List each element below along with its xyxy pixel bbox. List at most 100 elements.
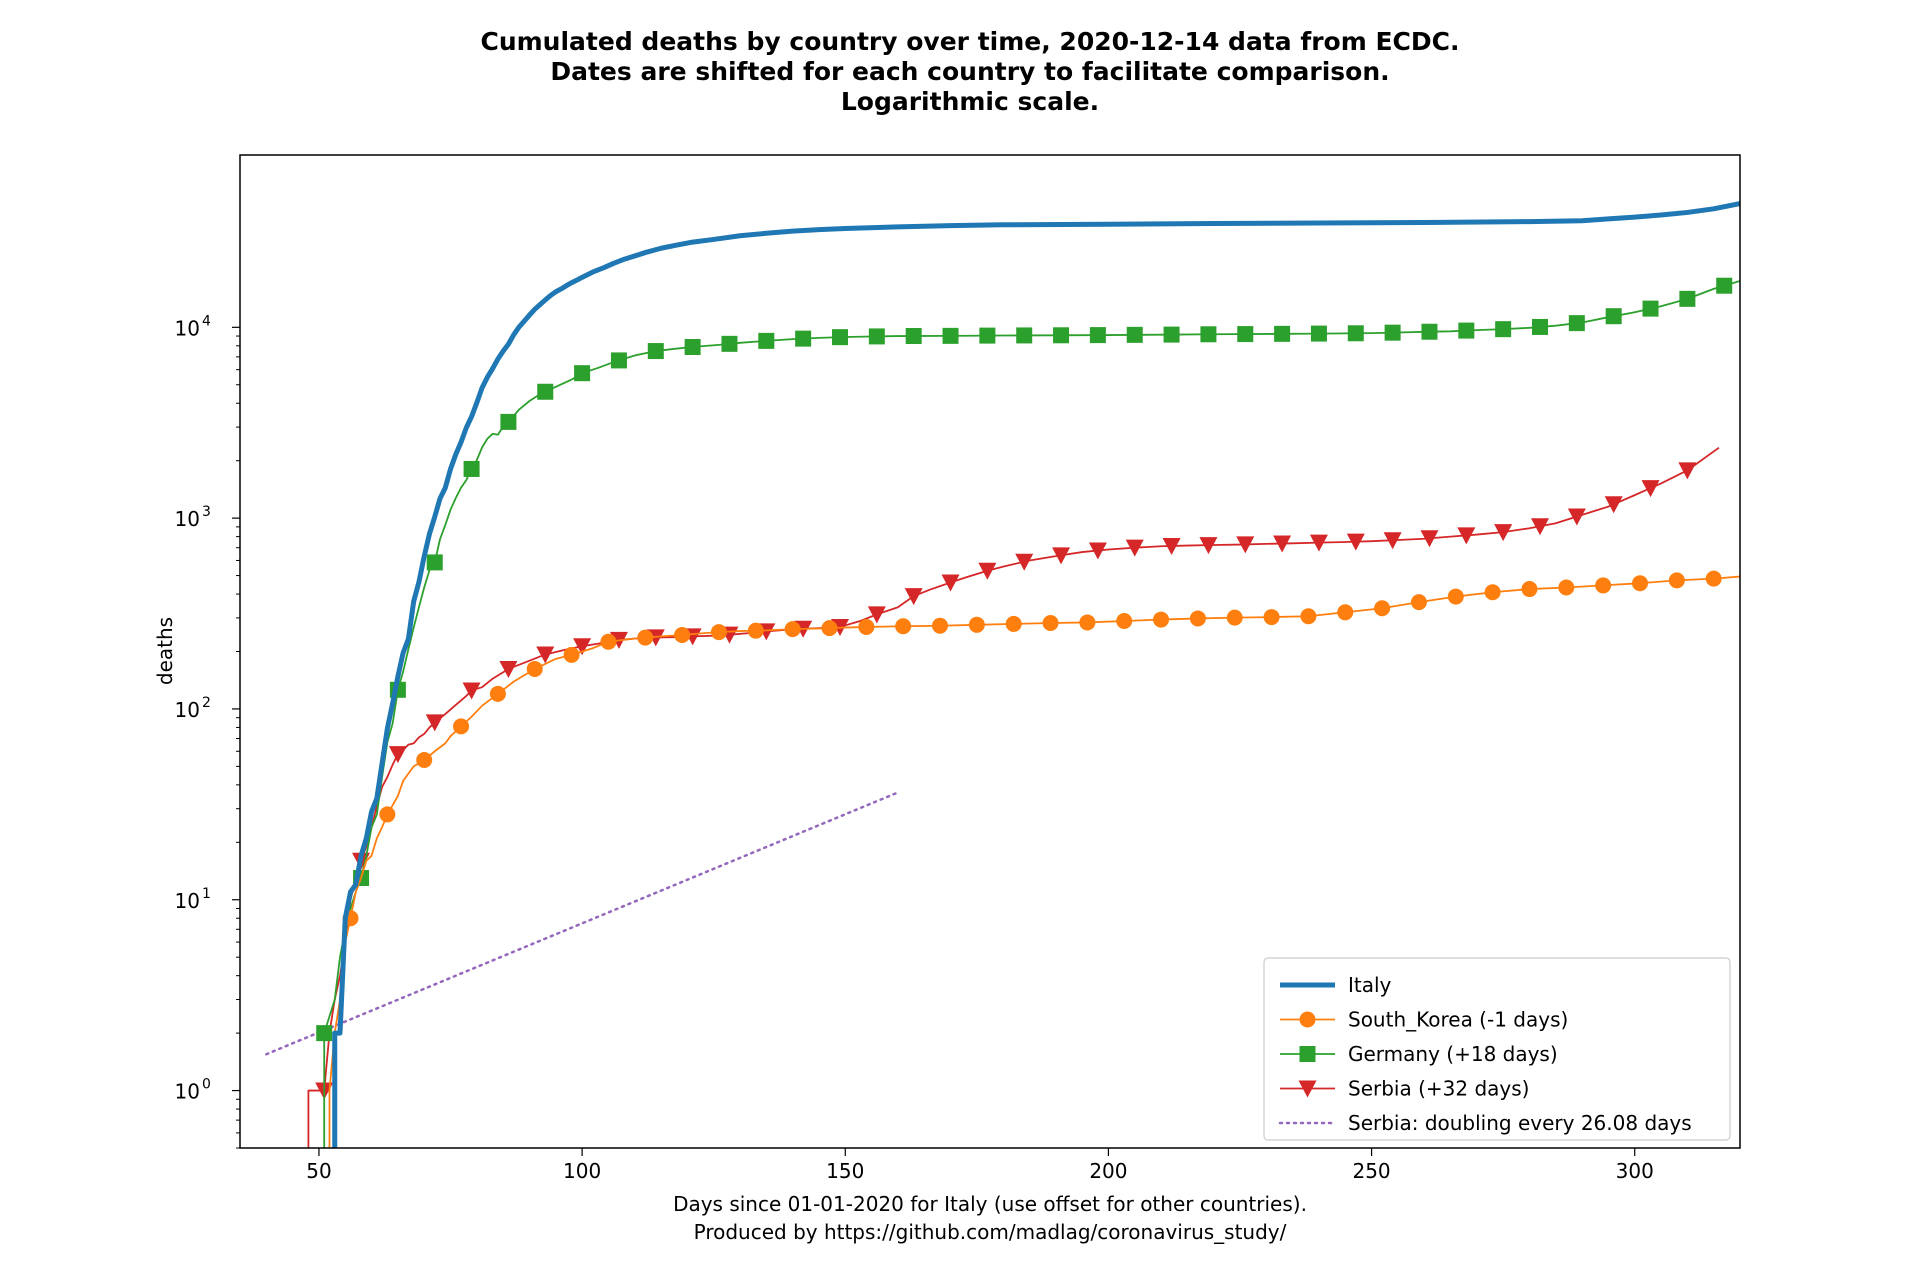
data-point-serbia-32-days xyxy=(1125,539,1144,557)
data-point-germany-18-days xyxy=(647,343,664,360)
data-point-serbia-32-days xyxy=(1641,480,1660,498)
data-point-south-korea-1-days xyxy=(453,718,470,735)
x-axis: 50 100 150 200 250 300 xyxy=(306,1148,1654,1183)
data-point-south-korea-1-days xyxy=(821,620,838,637)
data-point-germany-18-days xyxy=(684,339,701,356)
x-tick-label-150: 150 xyxy=(826,1159,864,1183)
data-point-south-korea-1-days xyxy=(858,618,875,635)
data-point-germany-18-days xyxy=(1237,326,1254,343)
legend-swatch-marker-germany-18-days xyxy=(1299,1046,1316,1062)
data-point-germany-18-days xyxy=(500,413,517,430)
series-line-italy xyxy=(332,201,1740,1148)
data-point-germany-18-days xyxy=(316,1025,333,1042)
data-point-south-korea-1-days xyxy=(1337,604,1354,621)
data-point-germany-18-days xyxy=(1274,325,1291,342)
data-point-south-korea-1-days xyxy=(1632,575,1648,592)
legend-label-germany-18-days: Germany (+18 days) xyxy=(1348,1042,1558,1066)
data-point-south-korea-1-days xyxy=(1005,615,1022,632)
legend-entry-south-korea-1-days: South_Korea (-1 days) xyxy=(1280,1008,1568,1032)
x-tick-label-250: 250 xyxy=(1352,1159,1390,1183)
legend-box xyxy=(1263,957,1731,1141)
data-point-serbia-32-days xyxy=(1567,508,1586,526)
data-point-serbia-32-days xyxy=(1309,534,1328,552)
data-point-germany-18-days xyxy=(610,352,627,369)
legend-label-serbia-doubling-every-26-08-days: Serbia: doubling every 26.08 days xyxy=(1348,1111,1692,1135)
series-south-korea-1-days xyxy=(328,570,1740,1148)
legend-swatch-marker-serbia-32-days xyxy=(1298,1080,1317,1098)
y-tick-label-exp-3: 3 xyxy=(202,504,211,520)
data-point-south-korea-1-days xyxy=(710,624,727,641)
legend-label-south-korea-1-days: South_Korea (-1 days) xyxy=(1348,1008,1568,1032)
data-point-serbia-32-days xyxy=(462,682,481,700)
data-point-serbia-32-days xyxy=(1346,533,1365,551)
data-point-serbia-32-days xyxy=(1494,524,1513,542)
legend-entry-serbia-32-days: Serbia (+32 days) xyxy=(1280,1077,1529,1101)
data-point-south-korea-1-days xyxy=(1374,600,1391,617)
data-point-south-korea-1-days xyxy=(416,752,433,769)
chart-title-line-3: Logarithmic scale. xyxy=(841,87,1099,116)
data-point-serbia-32-days xyxy=(425,714,444,732)
y-tick-label-exp-0: 0 xyxy=(202,1077,211,1093)
data-point-germany-18-days xyxy=(1605,308,1622,325)
legend: Italy South_Korea (-1 days) Germany (+18 d… xyxy=(1263,957,1731,1141)
data-point-germany-18-days xyxy=(1679,290,1696,307)
data-point-germany-18-days xyxy=(1126,326,1143,343)
y-axis-label: deaths xyxy=(153,617,177,685)
x-tick-label-200: 200 xyxy=(1089,1159,1127,1183)
legend-label-italy: Italy xyxy=(1348,973,1392,997)
data-point-germany-18-days xyxy=(1568,315,1585,332)
data-point-germany-18-days xyxy=(1458,322,1475,339)
chart-title-line-1: Cumulated deaths by country over time, 2… xyxy=(480,27,1459,56)
data-point-germany-18-days xyxy=(1421,323,1438,340)
data-point-serbia-32-days xyxy=(1088,542,1107,560)
series-italy xyxy=(332,201,1740,1148)
y-tick-label-base-4: 10 xyxy=(175,316,200,340)
data-point-south-korea-1-days xyxy=(489,685,506,702)
y-tick-label-1: 10 1 xyxy=(175,886,211,913)
data-point-serbia-32-days xyxy=(1052,547,1071,565)
data-point-germany-18-days xyxy=(1016,327,1033,344)
data-point-germany-18-days xyxy=(1532,318,1548,335)
data-point-germany-18-days xyxy=(1089,327,1106,344)
data-point-germany-18-days xyxy=(463,460,480,477)
data-point-germany-18-days xyxy=(1384,324,1401,341)
data-point-serbia-32-days xyxy=(1678,462,1697,480)
data-point-south-korea-1-days xyxy=(1042,615,1059,632)
x-tick-label-50: 50 xyxy=(306,1159,331,1183)
legend-entry-italy: Italy xyxy=(1280,973,1392,997)
series-serbia-doubling-every-26-08-days xyxy=(265,791,900,1056)
y-tick-label-base-3: 10 xyxy=(175,507,200,531)
data-point-serbia-32-days xyxy=(904,588,923,606)
data-point-serbia-32-days xyxy=(536,646,555,664)
data-point-germany-18-days xyxy=(942,327,959,344)
data-point-germany-18-days xyxy=(1642,300,1659,317)
data-point-serbia-32-days xyxy=(1015,553,1034,571)
data-point-serbia-32-days xyxy=(499,660,518,678)
chart-title-line-2: Dates are shifted for each country to fa… xyxy=(550,57,1389,86)
data-point-south-korea-1-days xyxy=(1189,610,1206,627)
data-point-south-korea-1-days xyxy=(1668,572,1685,589)
series-line-south-korea-1-days xyxy=(328,575,1740,1148)
data-point-germany-18-days xyxy=(905,327,922,344)
legend-entries: Italy South_Korea (-1 days) Germany (+18 d… xyxy=(1278,973,1692,1135)
data-point-south-korea-1-days xyxy=(563,646,580,663)
data-point-south-korea-1-days xyxy=(1153,611,1170,628)
y-tick-label-exp-4: 4 xyxy=(202,313,211,329)
data-point-south-korea-1-days xyxy=(1447,588,1464,605)
data-point-south-korea-1-days xyxy=(526,660,543,677)
y-tick-label-base-2: 10 xyxy=(175,698,200,722)
data-point-south-korea-1-days xyxy=(932,617,948,634)
data-point-south-korea-1-days xyxy=(968,616,985,633)
data-point-south-korea-1-days xyxy=(379,806,396,823)
data-point-south-korea-1-days xyxy=(1116,612,1133,629)
data-point-serbia-32-days xyxy=(978,562,997,580)
y-tick-label-exp-2: 2 xyxy=(202,695,211,711)
data-point-germany-18-days xyxy=(1053,327,1070,344)
data-point-germany-18-days xyxy=(1716,277,1733,294)
legend-entry-serbia-doubling-every-26-08-days: Serbia: doubling every 26.08 days xyxy=(1278,1111,1692,1135)
data-point-south-korea-1-days xyxy=(1595,577,1612,594)
data-point-serbia-32-days xyxy=(1383,532,1402,550)
data-point-south-korea-1-days xyxy=(1410,594,1427,611)
data-point-south-korea-1-days xyxy=(784,621,801,638)
